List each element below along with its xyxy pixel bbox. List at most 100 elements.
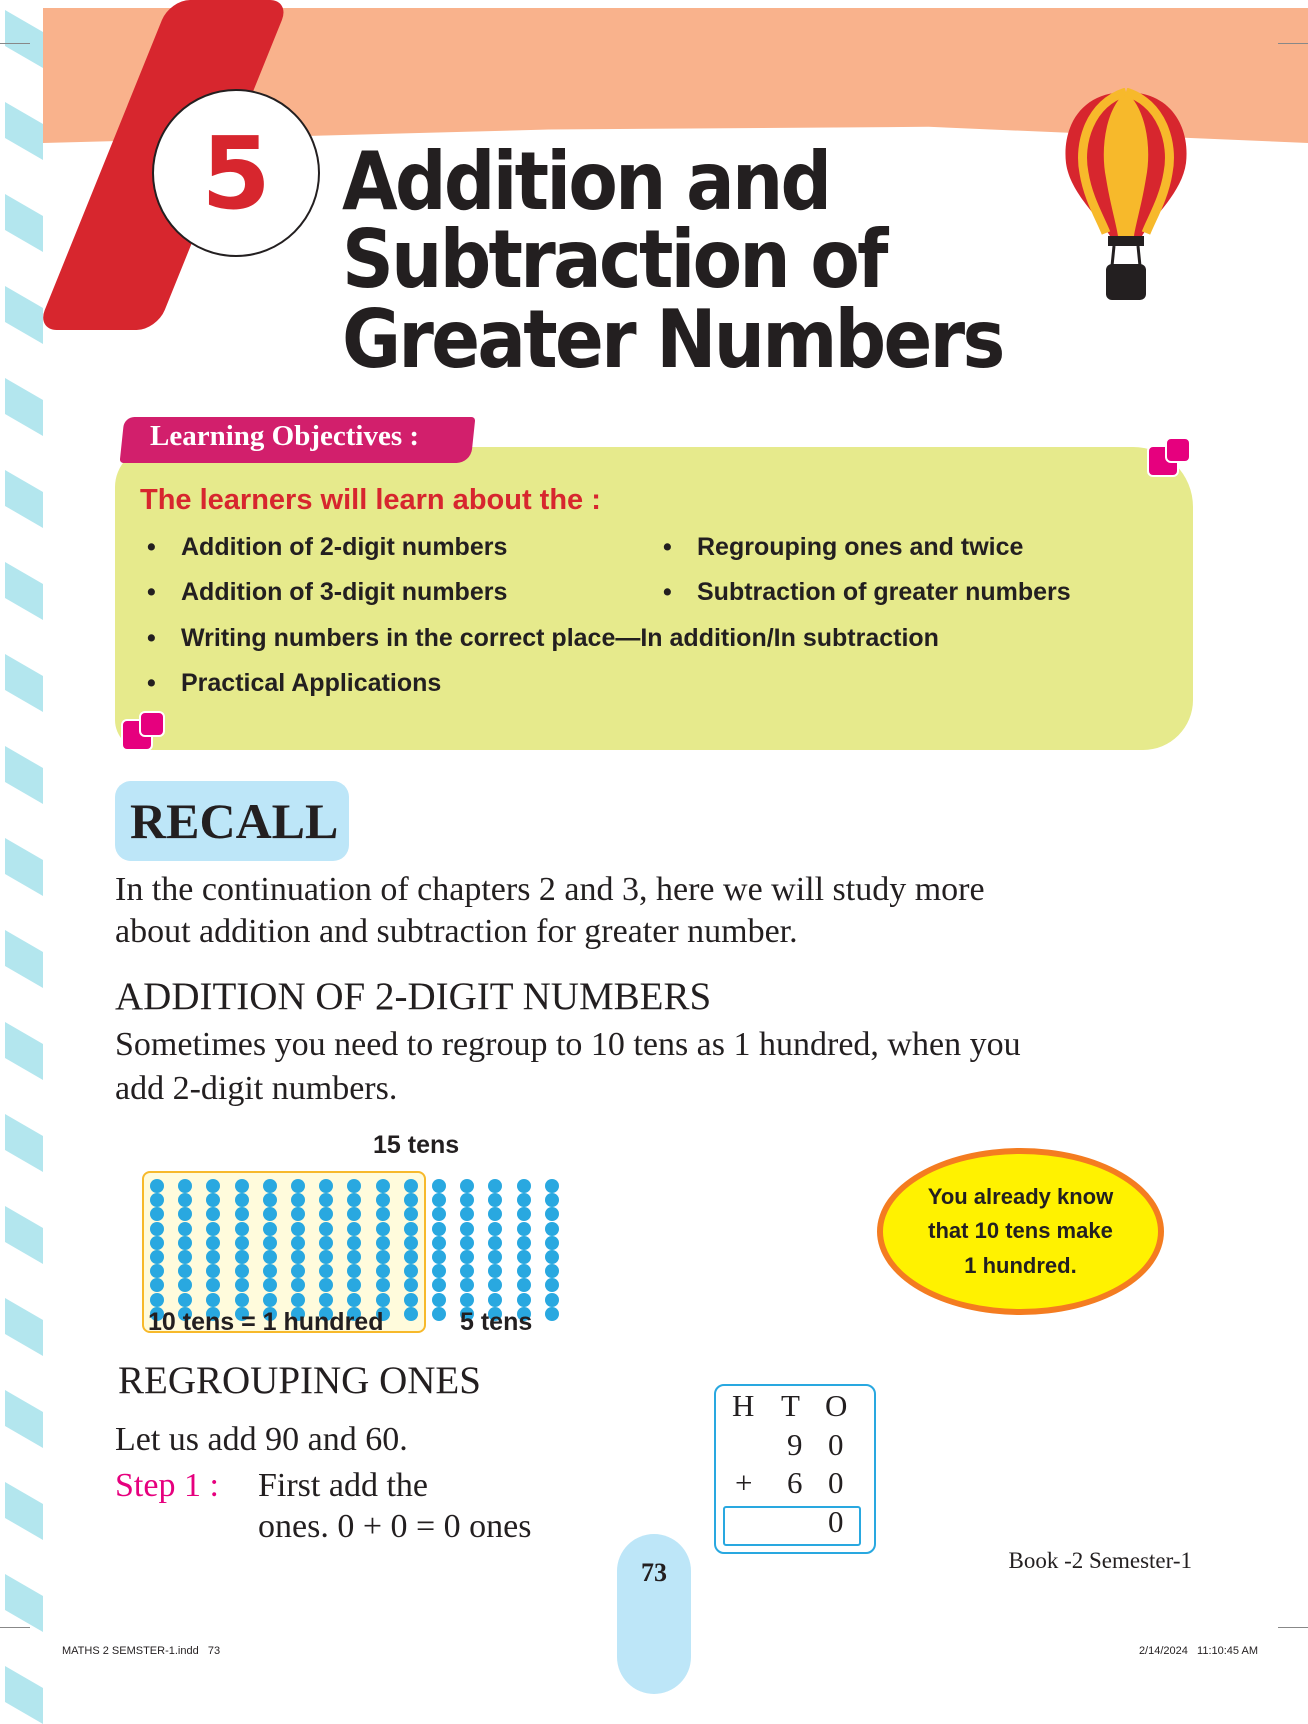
ten-rod-bead [375, 1207, 390, 1222]
crop-mark [0, 43, 30, 44]
border-stripe [5, 1022, 43, 1080]
ten-rod-bead [178, 1193, 193, 1208]
ten-rod-bead [319, 1264, 334, 1279]
print-timestamp: 2/14/2024 11:10:45 AM [1138, 1645, 1258, 1657]
ten-rod-bead [347, 1235, 362, 1250]
ten-rod-bead [206, 1235, 221, 1250]
ten-rod-bead [347, 1179, 362, 1193]
ten-rod-bead [403, 1292, 418, 1307]
ten-rod-bead [150, 1221, 164, 1236]
hto-result-box[interactable] [723, 1506, 861, 1546]
ten-rod-bead [375, 1193, 390, 1208]
border-stripe [5, 1482, 43, 1540]
ten-rod-bead [516, 1278, 531, 1293]
ten-rod-bead [178, 1278, 193, 1293]
ten-rod-bead [432, 1306, 446, 1321]
ten-rod-bead [488, 1278, 503, 1293]
ten-rod-bead [150, 1250, 164, 1264]
ten-rod-bead [206, 1278, 221, 1293]
ten-rod-bead [488, 1207, 503, 1222]
objective-item: Addition of 3-digit numbers [147, 578, 507, 607]
ten-rod-bead [488, 1292, 503, 1307]
crop-mark [0, 1627, 30, 1628]
crop-mark [1278, 1627, 1308, 1628]
border-stripe [5, 838, 43, 896]
border-stripe [5, 1206, 43, 1264]
flower-icon [121, 711, 165, 751]
border-stripe [5, 378, 43, 436]
ten-rod-bead [403, 1207, 418, 1222]
ten-rod-bead [516, 1179, 531, 1193]
ten-rod-bead [432, 1221, 446, 1236]
recall-text: about addition and subtraction for great… [115, 913, 798, 950]
chapter-number-circle: 5 [152, 89, 320, 257]
ten-rod-bead [319, 1179, 334, 1193]
ten-rod-bead [319, 1292, 334, 1307]
ten-rod-bead [206, 1306, 221, 1321]
border-stripe [5, 1114, 43, 1172]
ten-rod-bead [544, 1207, 559, 1222]
ten-rod-bead [403, 1306, 418, 1321]
step-label: Step 1 : [115, 1467, 219, 1504]
hto-cell: 0 [828, 1465, 844, 1500]
recall-text: In the continuation of chapters 2 and 3,… [115, 871, 985, 908]
ten-rod-bead [460, 1179, 475, 1193]
ten-rod-bead [460, 1278, 475, 1293]
ten-rod-bead [544, 1278, 559, 1293]
ten-rod-bead [347, 1292, 362, 1307]
ten-rod-bead [262, 1221, 277, 1236]
ten-rod-bead [262, 1179, 277, 1193]
ten-rod-bead [234, 1292, 249, 1307]
ten-rod-bead [544, 1179, 559, 1193]
ten-rod-bead [403, 1278, 418, 1293]
regrouping-heading: REGROUPING ONES [118, 1359, 481, 1402]
ten-rod-bead [150, 1306, 164, 1321]
ten-rod-bead [178, 1221, 193, 1236]
hto-cell: 9 [787, 1427, 803, 1462]
ten-rod-bead [291, 1179, 305, 1193]
ten-rod-bead [375, 1292, 390, 1307]
ten-rod-bead [516, 1193, 531, 1208]
ten-rod-bead [460, 1235, 475, 1250]
ten-rod-bead [206, 1292, 221, 1307]
hto-header-t: T [781, 1388, 800, 1423]
ten-rod-bead [432, 1264, 446, 1279]
ten-rod-bead [544, 1235, 559, 1250]
ten-rod-bead [234, 1264, 249, 1279]
ten-rod-bead [262, 1278, 277, 1293]
ten-rod-bead [460, 1250, 475, 1264]
ten-rod-bead [347, 1193, 362, 1208]
border-stripe [5, 1298, 43, 1356]
ten-rod-bead [319, 1235, 334, 1250]
ten-rod-bead [488, 1193, 503, 1208]
objective-item: Practical Applications [147, 669, 441, 698]
ten-rod-bead [347, 1306, 362, 1321]
ten-rod-bead [347, 1264, 362, 1279]
book-label: Book -2 Semester-1 [1008, 1548, 1192, 1573]
border-stripe [5, 654, 43, 712]
ten-rod-bead [319, 1221, 334, 1236]
ten-rod-bead [206, 1179, 221, 1193]
ten-rod-bead [375, 1235, 390, 1250]
hot-air-balloon-icon [1065, 88, 1187, 300]
ten-rod-bead [150, 1179, 164, 1193]
ten-rod-bead [150, 1235, 164, 1250]
ten-rod-bead [544, 1292, 559, 1307]
ten-rod-bead [488, 1221, 503, 1236]
crop-mark [1278, 43, 1308, 44]
objectives-intro: The learners will learn about the : [140, 484, 601, 516]
border-stripe [5, 746, 43, 804]
ten-rod-bead [432, 1179, 446, 1193]
ten-rod-bead [178, 1264, 193, 1279]
ten-rod-bead [262, 1250, 277, 1264]
border-stripe [5, 10, 43, 68]
ten-rod-bead [291, 1250, 305, 1264]
border-stripe [5, 102, 43, 160]
objective-item: Regrouping ones and twice [663, 533, 1023, 562]
figure-left-label: 10 tens = 1 hundred [148, 1308, 384, 1336]
chapter-title-line-1: Addition and [342, 135, 832, 228]
addition-heading: ADDITION OF 2-DIGIT NUMBERS [115, 975, 712, 1018]
ten-rod-bead [375, 1306, 390, 1321]
ten-rod-bead [347, 1278, 362, 1293]
objective-item: Addition of 2-digit numbers [147, 533, 507, 562]
